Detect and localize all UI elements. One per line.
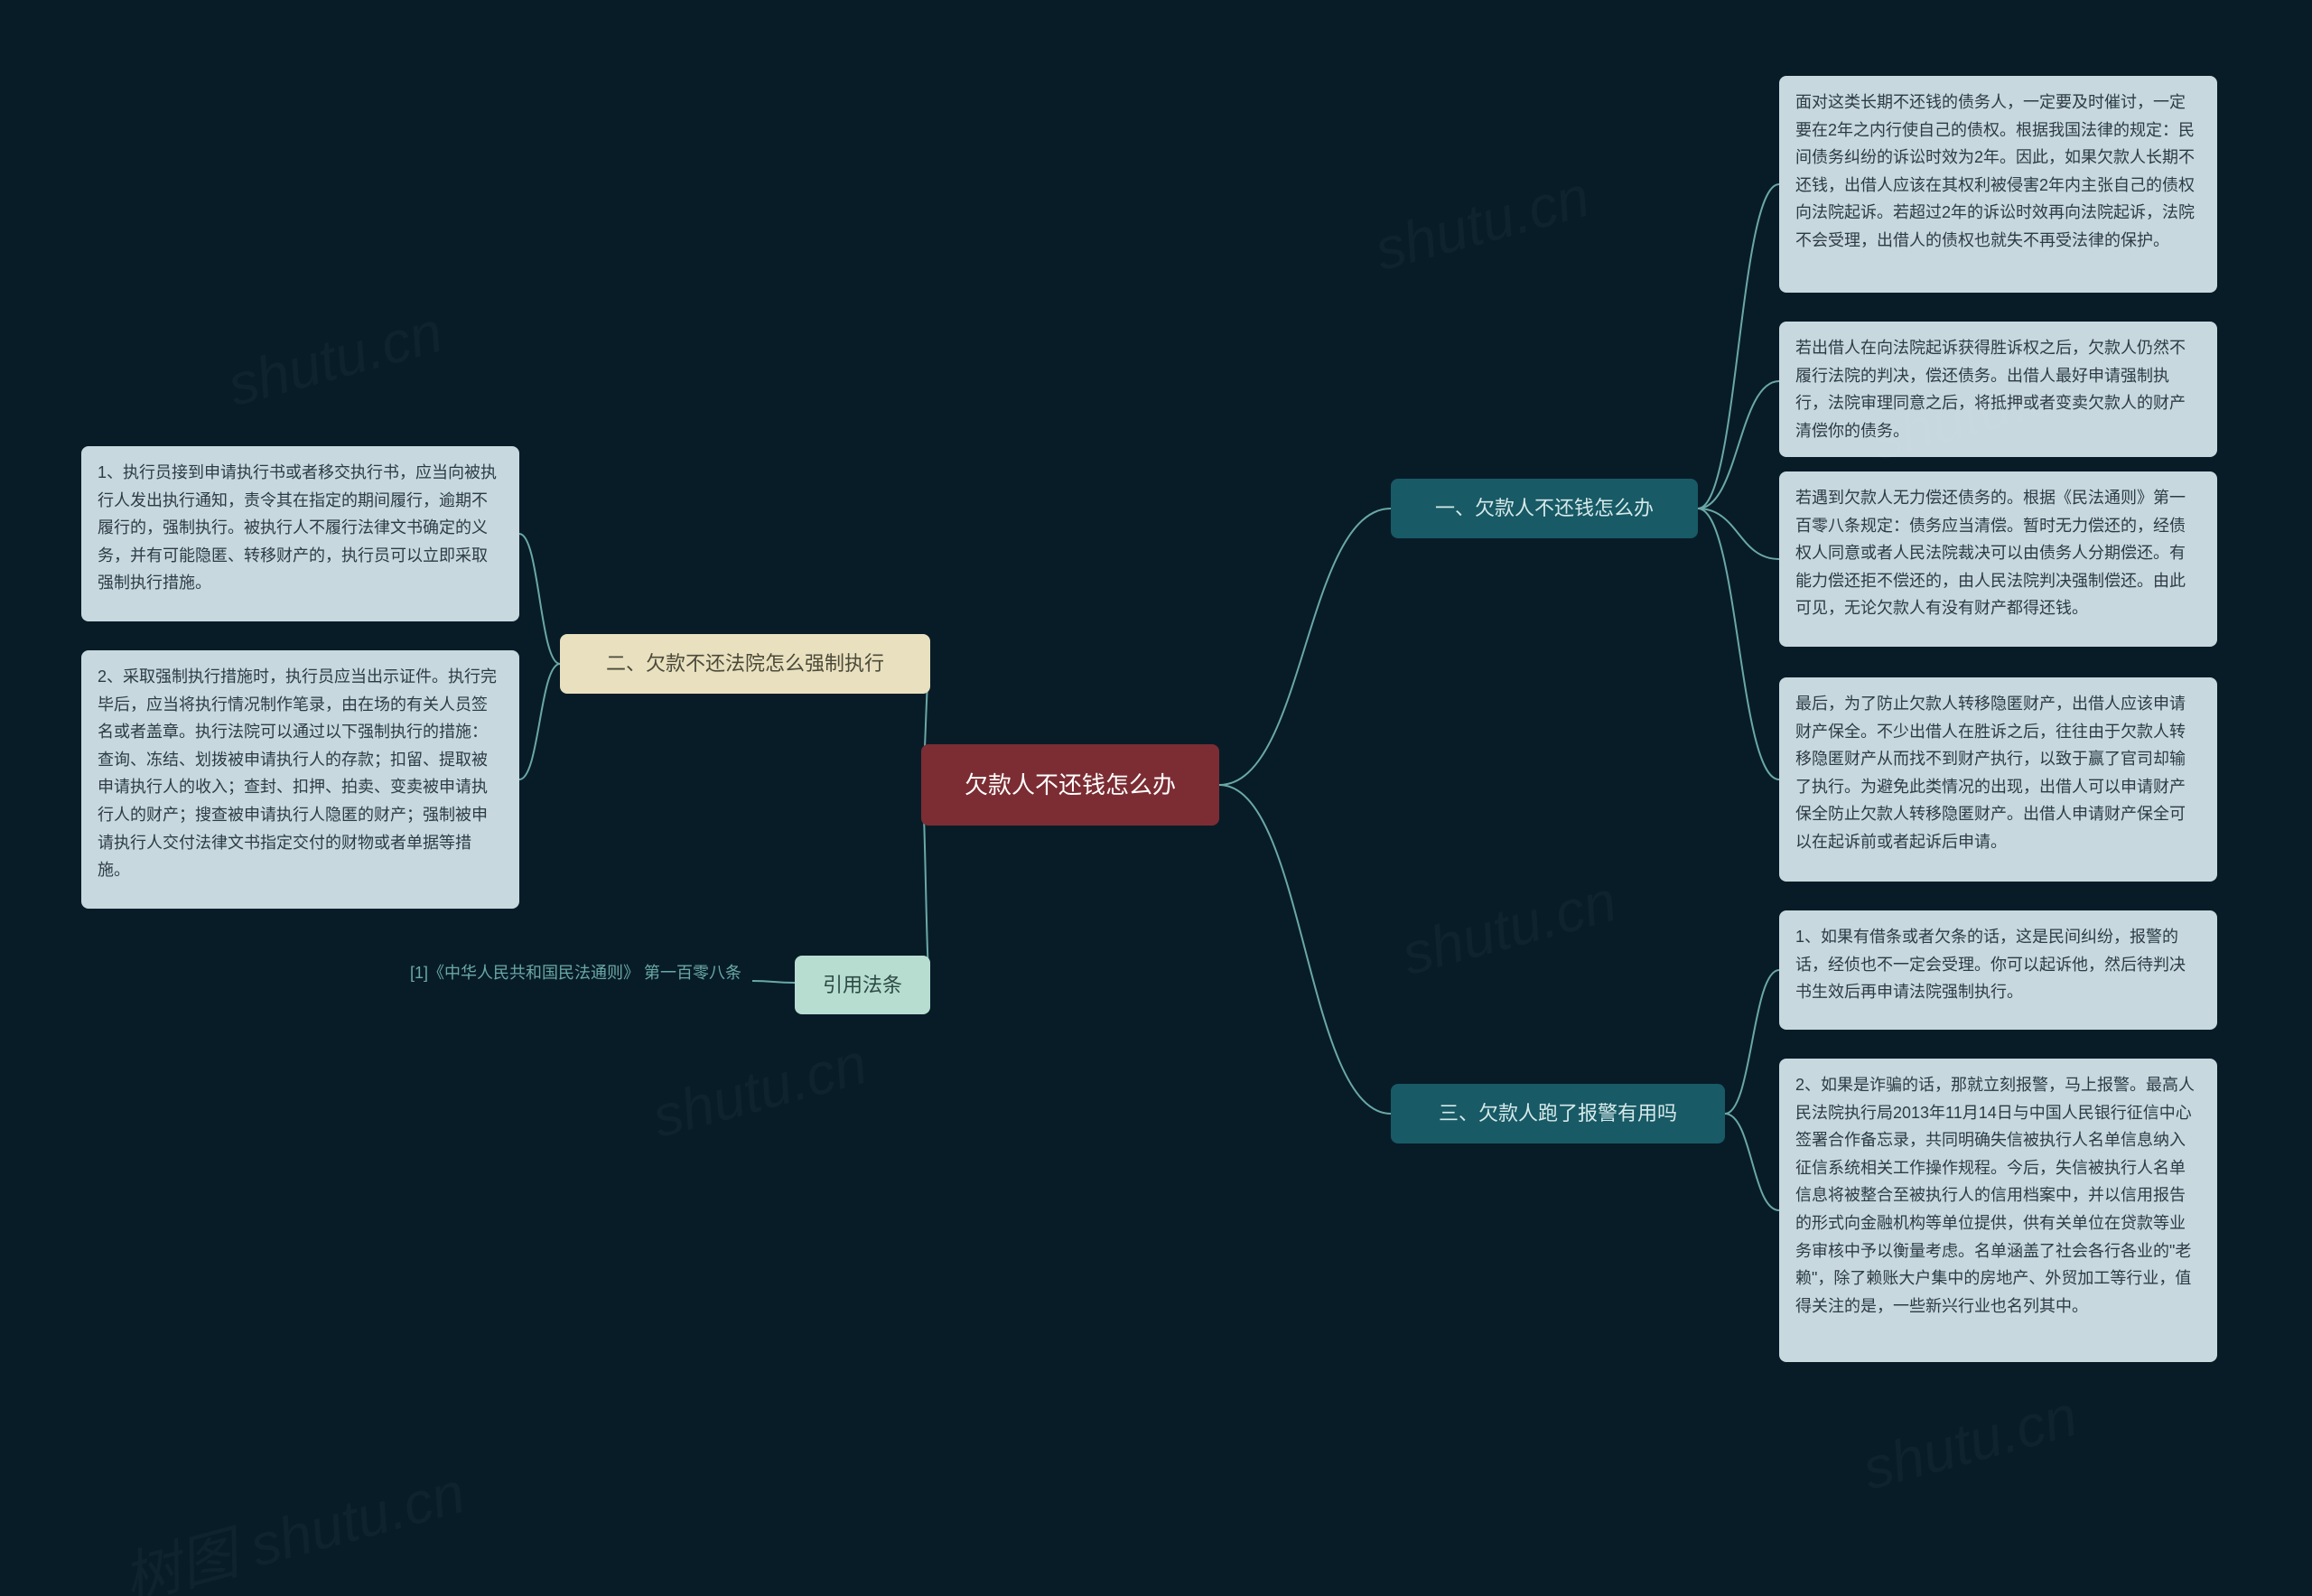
leaf-left-0-0: 1、执行员接到申请执行书或者移交执行书，应当向被执行人发出执行通知，责令其在指定… [81, 446, 519, 621]
leaf-right-0-0: 面对这类长期不还钱的债务人，一定要及时催讨，一定要在2年之内行使自己的债权。根据… [1779, 76, 2217, 293]
branch-left-0: 二、欠款不还法院怎么强制执行 [560, 634, 930, 694]
leaf-right-1-1: 2、如果是诈骗的话，那就立刻报警，马上报警。最高人民法院执行局2013年11月1… [1779, 1059, 2217, 1362]
watermark-4: shutu.cn [1395, 867, 1624, 988]
watermark-1: shutu.cn [1368, 163, 1597, 284]
watermark-5: 树图 shutu.cn [113, 1446, 472, 1596]
branch-right-1: 三、欠款人跑了报警有用吗 [1391, 1084, 1725, 1143]
leaf-left-1-0: [1]《中华人民共和国民法通则》 第一百零八条 [303, 952, 752, 1010]
leaf-right-0-3: 最后，为了防止欠款人转移隐匿财产，出借人应该申请财产保全。不少出借人在胜诉之后，… [1779, 677, 2217, 882]
watermark-6: shutu.cn [1856, 1382, 2084, 1503]
leaf-right-0-2: 若遇到欠款人无力偿还债务的。根据《民法通则》第一百零八条规定：债务应当清偿。暂时… [1779, 471, 2217, 647]
watermark-3: shutu.cn [646, 1030, 874, 1151]
leaf-left-0-1: 2、采取强制执行措施时，执行员应当出示证件。执行完毕后，应当将执行情况制作笔录，… [81, 650, 519, 909]
center-node: 欠款人不还钱怎么办 [921, 744, 1219, 826]
branch-right-0: 一、欠款人不还钱怎么办 [1391, 479, 1698, 538]
leaf-right-0-1: 若出借人在向法院起诉获得胜诉权之后，欠款人仍然不履行法院的判决，偿还债务。出借人… [1779, 322, 2217, 457]
leaf-right-1-0: 1、如果有借条或者欠条的话，这是民间纠纷，报警的话，经侦也不一定会受理。你可以起… [1779, 910, 2217, 1030]
watermark-0: shutu.cn [221, 298, 450, 419]
branch-left-1: 引用法条 [795, 956, 930, 1014]
